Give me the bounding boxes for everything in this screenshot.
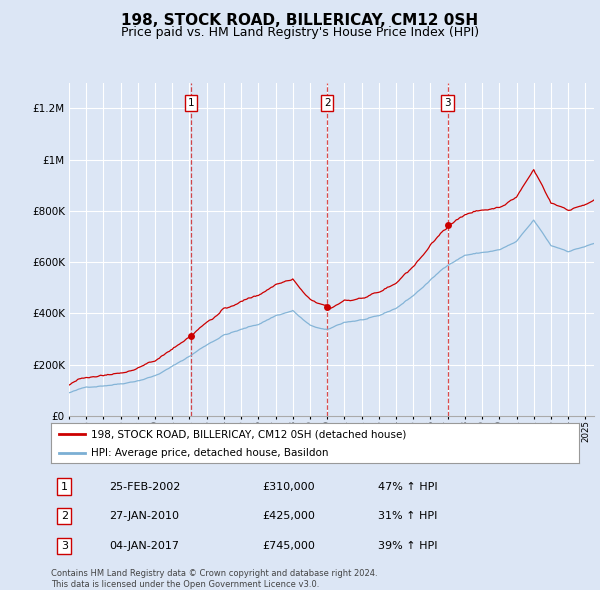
Text: 1: 1 bbox=[188, 98, 194, 108]
Text: 25-FEB-2002: 25-FEB-2002 bbox=[109, 482, 181, 491]
Text: 31% ↑ HPI: 31% ↑ HPI bbox=[379, 511, 438, 521]
Text: 27-JAN-2010: 27-JAN-2010 bbox=[109, 511, 179, 521]
Text: £310,000: £310,000 bbox=[262, 482, 315, 491]
Text: 3: 3 bbox=[61, 541, 68, 551]
Text: 1: 1 bbox=[61, 482, 68, 491]
Text: 2: 2 bbox=[324, 98, 331, 108]
Text: HPI: Average price, detached house, Basildon: HPI: Average price, detached house, Basi… bbox=[91, 448, 328, 458]
Text: 47% ↑ HPI: 47% ↑ HPI bbox=[379, 482, 438, 491]
Text: 2: 2 bbox=[61, 511, 68, 521]
Text: Price paid vs. HM Land Registry's House Price Index (HPI): Price paid vs. HM Land Registry's House … bbox=[121, 26, 479, 39]
Text: 3: 3 bbox=[445, 98, 451, 108]
Text: 39% ↑ HPI: 39% ↑ HPI bbox=[379, 541, 438, 551]
Text: £745,000: £745,000 bbox=[262, 541, 315, 551]
Text: 198, STOCK ROAD, BILLERICAY, CM12 0SH: 198, STOCK ROAD, BILLERICAY, CM12 0SH bbox=[121, 13, 479, 28]
Text: 04-JAN-2017: 04-JAN-2017 bbox=[109, 541, 179, 551]
Text: £425,000: £425,000 bbox=[262, 511, 315, 521]
Text: Contains HM Land Registry data © Crown copyright and database right 2024.
This d: Contains HM Land Registry data © Crown c… bbox=[51, 569, 377, 589]
Text: 198, STOCK ROAD, BILLERICAY, CM12 0SH (detached house): 198, STOCK ROAD, BILLERICAY, CM12 0SH (d… bbox=[91, 430, 406, 440]
